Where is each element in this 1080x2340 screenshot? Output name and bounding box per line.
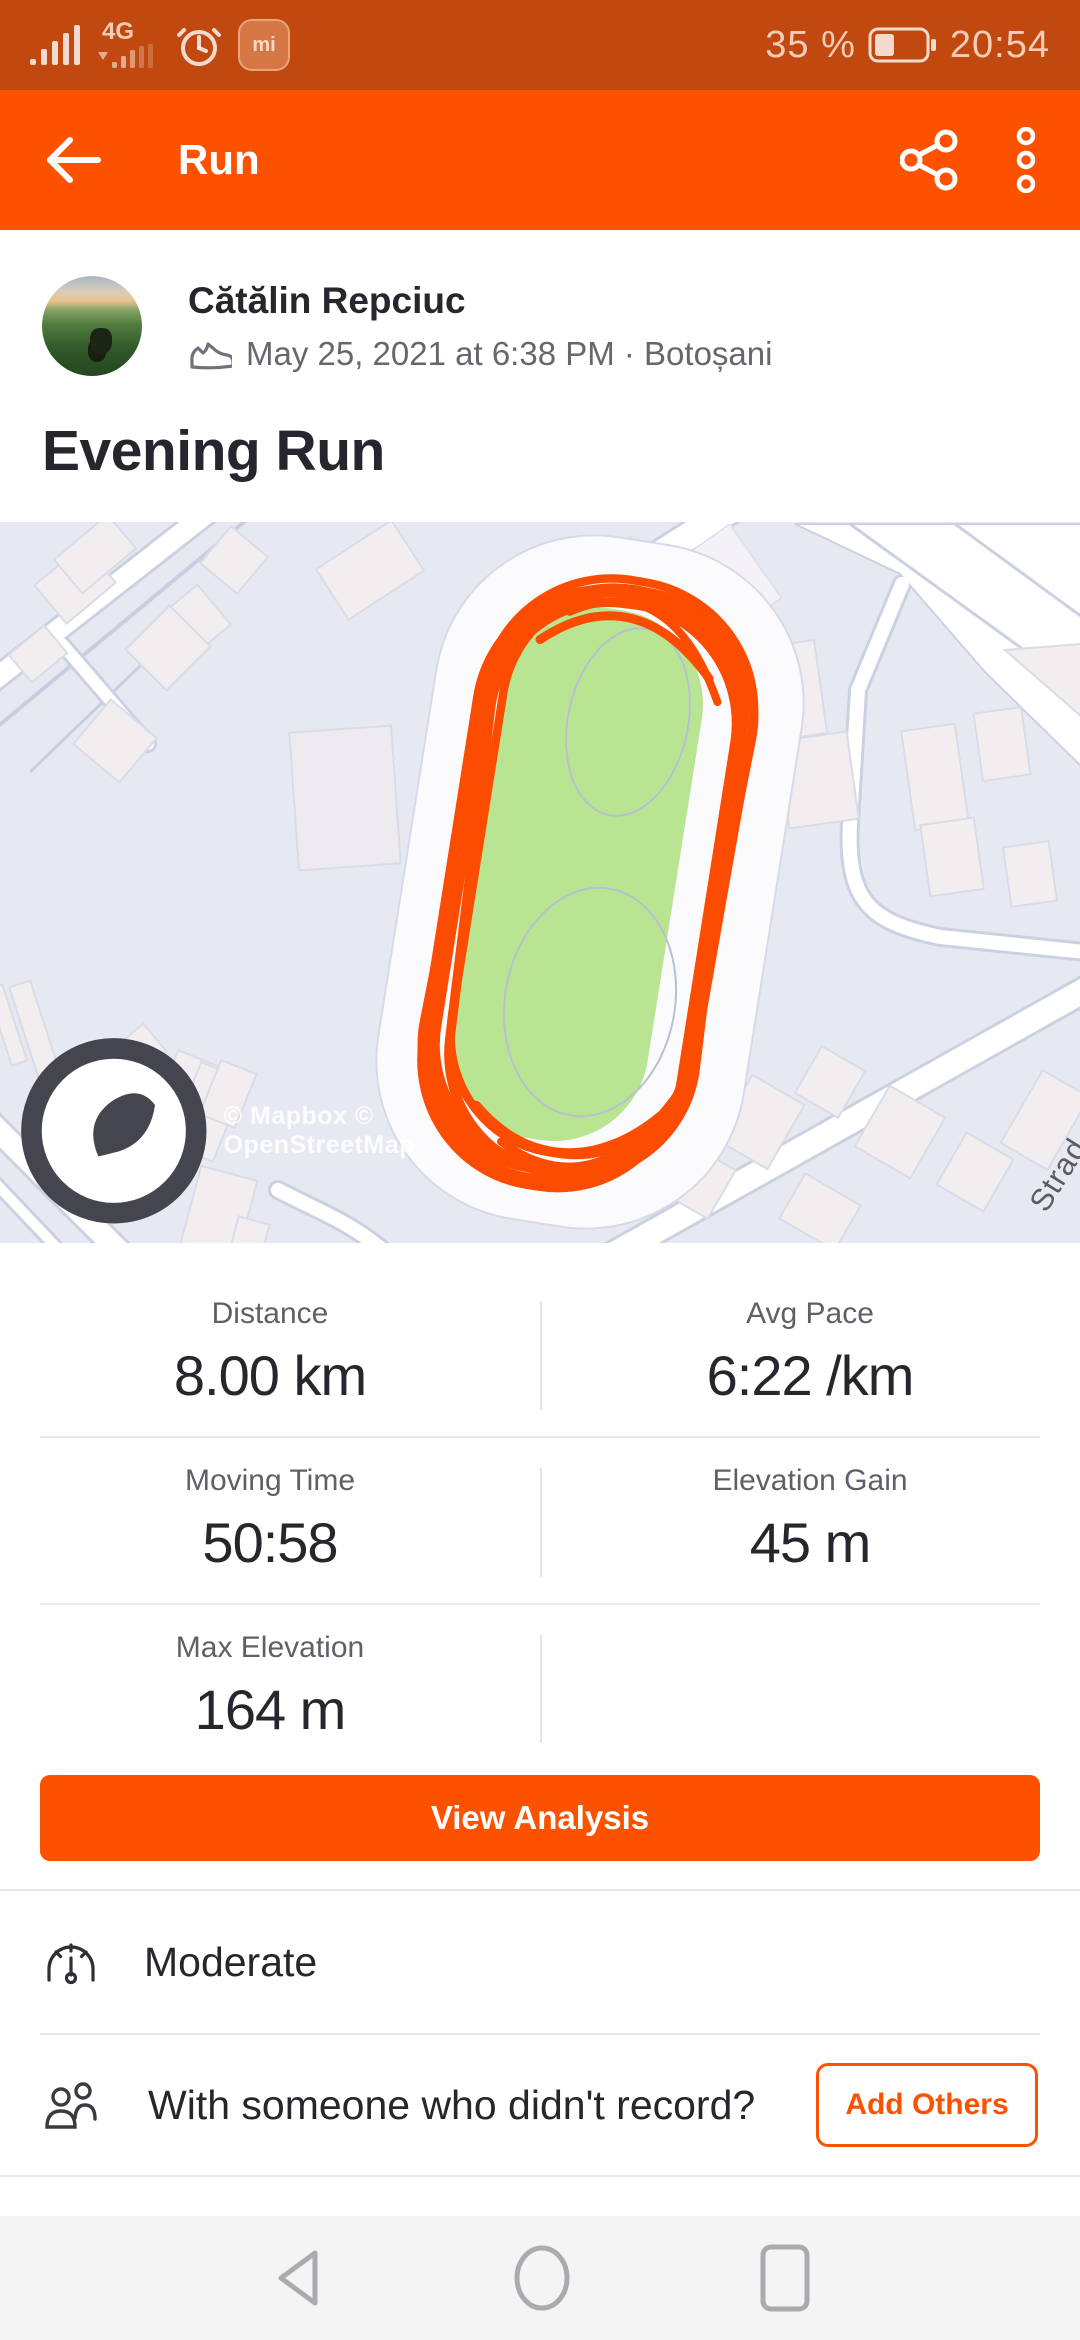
stat-value: 6:22 /km	[706, 1344, 915, 1407]
stats-grid: Distance 8.00 km Avg Pace 6:22 /km Movin…	[0, 1243, 1080, 1769]
kebab-menu-icon	[1016, 127, 1036, 193]
clock-text: 20:54	[949, 23, 1050, 66]
stat-value: 45 m	[749, 1510, 872, 1574]
share-icon	[900, 129, 958, 191]
athlete-name[interactable]: Cătălin Repciuc	[188, 279, 466, 321]
battery-percent-text: 35 %	[765, 23, 856, 66]
android-nav-bar	[0, 2216, 1080, 2340]
stat-label: Max Elevation	[175, 1630, 365, 1664]
perceived-effort-row[interactable]: Moderate	[0, 1891, 1080, 2033]
back-arrow-icon	[47, 137, 101, 183]
stat-label: Distance	[211, 1297, 329, 1330]
route-map[interactable]: © Mapbox © OpenStreetMap Strad	[0, 522, 1080, 1243]
add-others-row: With someone who didn't record? Add Othe…	[0, 2035, 1080, 2175]
avatar[interactable]	[42, 276, 142, 376]
activity-title: Evening Run	[42, 419, 385, 483]
nav-recents-icon	[760, 2244, 810, 2312]
partner-question-text: With someone who didn't record?	[148, 2081, 756, 2128]
stat-empty	[540, 1631, 1080, 1740]
stadium-infield	[445, 607, 703, 1141]
status-icons-left: 4G	[30, 19, 290, 71]
activity-date-location: May 25, 2021 at 6:38 PM · Botoșani	[246, 335, 773, 373]
stat-moving-time: Moving Time 50:58	[0, 1464, 540, 1573]
stat-avg-pace: Avg Pace 6:22 /km	[540, 1297, 1080, 1406]
view-analysis-button[interactable]: View Analysis	[40, 1775, 1040, 1862]
back-button[interactable]	[36, 127, 110, 193]
network-type-label: 4G	[102, 18, 135, 45]
status-icons-right: 35 % 20:54	[765, 24, 1050, 67]
map-canvas	[0, 522, 1080, 1243]
mi-band-icon: mi	[238, 19, 290, 71]
nav-back-icon	[278, 2250, 318, 2306]
share-button[interactable]	[894, 123, 968, 197]
gauge-icon	[47, 1943, 95, 1985]
nav-home-button[interactable]	[511, 2243, 573, 2313]
stat-value: 8.00 km	[173, 1344, 367, 1407]
perceived-effort-value: Moderate	[144, 1938, 318, 1985]
gps-route	[417, 574, 759, 1193]
stat-value: 50:58	[202, 1510, 338, 1574]
stat-value: 164 m	[194, 1677, 347, 1741]
map-attribution: © Mapbox © OpenStreetMap	[16, 1033, 415, 1229]
signal-bars-secondary-icon: 4G	[96, 20, 160, 70]
nav-back-button[interactable]	[269, 2245, 325, 2311]
mapbox-logo-icon	[21, 1038, 207, 1224]
mi-band-label: mi	[252, 33, 276, 56]
nav-home-icon	[514, 2245, 570, 2311]
content-spacer	[0, 2177, 1080, 2216]
stat-label: Moving Time	[184, 1463, 356, 1497]
stat-distance: Distance 8.00 km	[0, 1297, 540, 1406]
shoe-icon	[190, 342, 232, 370]
stat-label: Avg Pace	[746, 1297, 874, 1330]
add-others-button[interactable]: Add Others	[816, 2063, 1038, 2148]
nav-recents-button[interactable]	[759, 2243, 811, 2313]
page-title: Run	[178, 136, 260, 183]
stats-row-1: Distance 8.00 km Avg Pace 6:22 /km	[0, 1271, 1080, 1436]
stats-row-2: Moving Time 50:58 Elevation Gain 45 m	[0, 1438, 1080, 1603]
stats-row-3: Max Elevation 164 m	[0, 1605, 1080, 1770]
people-icon	[45, 2082, 97, 2130]
athlete-info: Cătălin Repciuc May 25, 2021 at 6:38 PM …	[188, 278, 772, 374]
stat-max-elevation: Max Elevation 164 m	[0, 1631, 540, 1740]
stat-label: Elevation Gain	[712, 1463, 908, 1497]
athlete-header: Cătălin Repciuc May 25, 2021 at 6:38 PM …	[0, 230, 1080, 376]
overflow-menu-button[interactable]	[1008, 121, 1044, 199]
app-bar: Run	[0, 90, 1080, 230]
signal-bars-icon	[30, 25, 80, 65]
alarm-clock-icon	[177, 28, 221, 66]
battery-icon	[868, 27, 936, 63]
stat-elevation-gain: Elevation Gain 45 m	[540, 1464, 1080, 1573]
activity-meta: May 25, 2021 at 6:38 PM · Botoșani	[188, 334, 772, 374]
map-attribution-text: © Mapbox © OpenStreetMap	[223, 1102, 415, 1160]
status-bar: 4G	[0, 0, 1080, 90]
